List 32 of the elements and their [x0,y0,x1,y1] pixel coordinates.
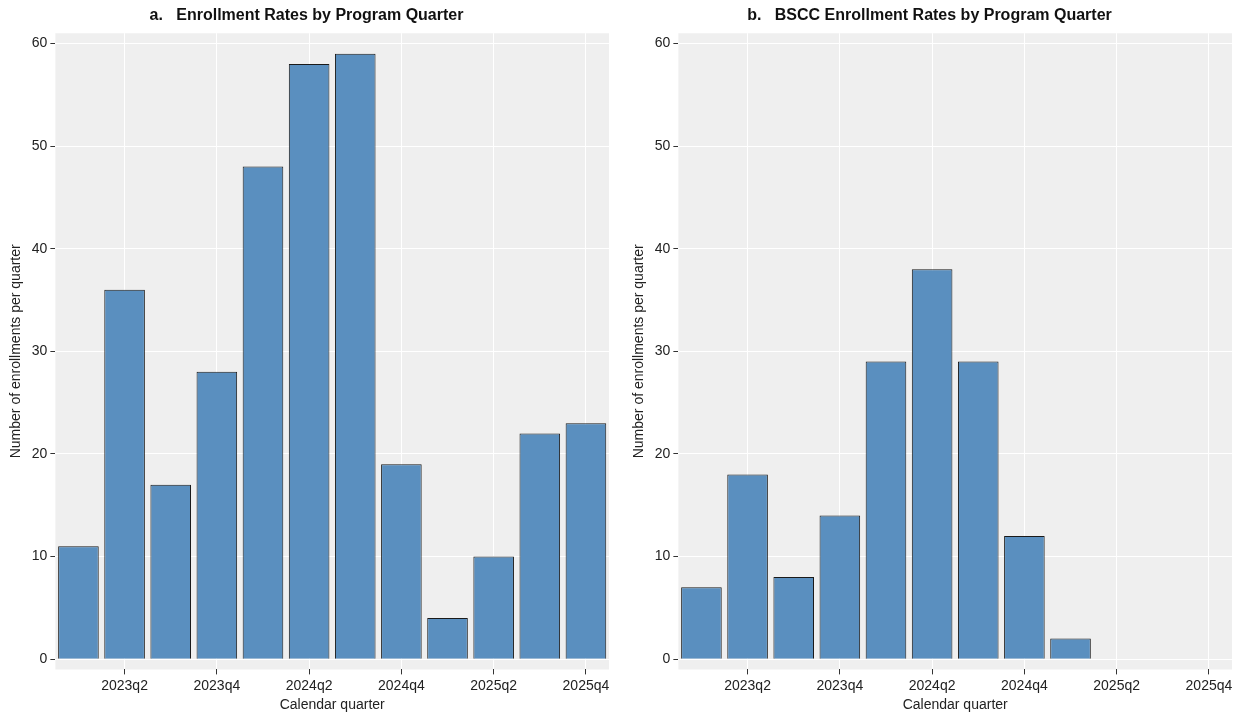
y-tick-label: 30 [31,342,48,359]
x-tick-label: 2024q2 [908,676,956,693]
x-tick-label: 2025q2 [470,676,518,693]
x-tick-label: 2025q4 [562,676,610,693]
y-tick-label: 60 [31,34,48,51]
x-tick-label: 2025q2 [1093,676,1141,693]
y-tick-label: 20 [31,444,48,461]
chart-title: a. Enrollment Rates by Program Quarter [149,6,464,24]
y-axis-title: Number of enrollments per quarter [630,243,647,459]
x-tick-label: 2023q2 [101,676,149,693]
y-axis-title: Number of enrollments per quarter [7,243,24,459]
chart-title: b. BSCC Enrollment Rates by Program Quarter [747,6,1112,24]
x-tick-label: 2024q2 [285,676,333,693]
y-tick-label: 10 [31,547,48,564]
x-axis-title: Calendar quarter [279,696,386,713]
y-tick-label: 0 [39,650,48,666]
y-tick-label: 10 [654,547,671,564]
y-tick-label: 0 [662,650,671,666]
y-tick-label: 60 [654,34,671,51]
x-tick-label: 2025q4 [1185,676,1233,693]
x-tick-label: 2023q2 [724,676,772,693]
y-tick-label: 50 [654,136,671,153]
x-tick-label: 2023q4 [193,676,241,693]
y-tick-label: 50 [31,136,48,153]
y-tick-label: 20 [654,444,671,461]
x-axis-title: Calendar quarter [902,696,1009,713]
y-tick-label: 40 [31,239,48,256]
x-tick-label: 2023q4 [816,676,864,693]
x-tick-label: 2024q4 [378,676,425,693]
y-tick-label: 40 [654,239,671,256]
y-tick-label: 30 [654,342,671,359]
x-tick-label: 2024q4 [1001,676,1048,693]
